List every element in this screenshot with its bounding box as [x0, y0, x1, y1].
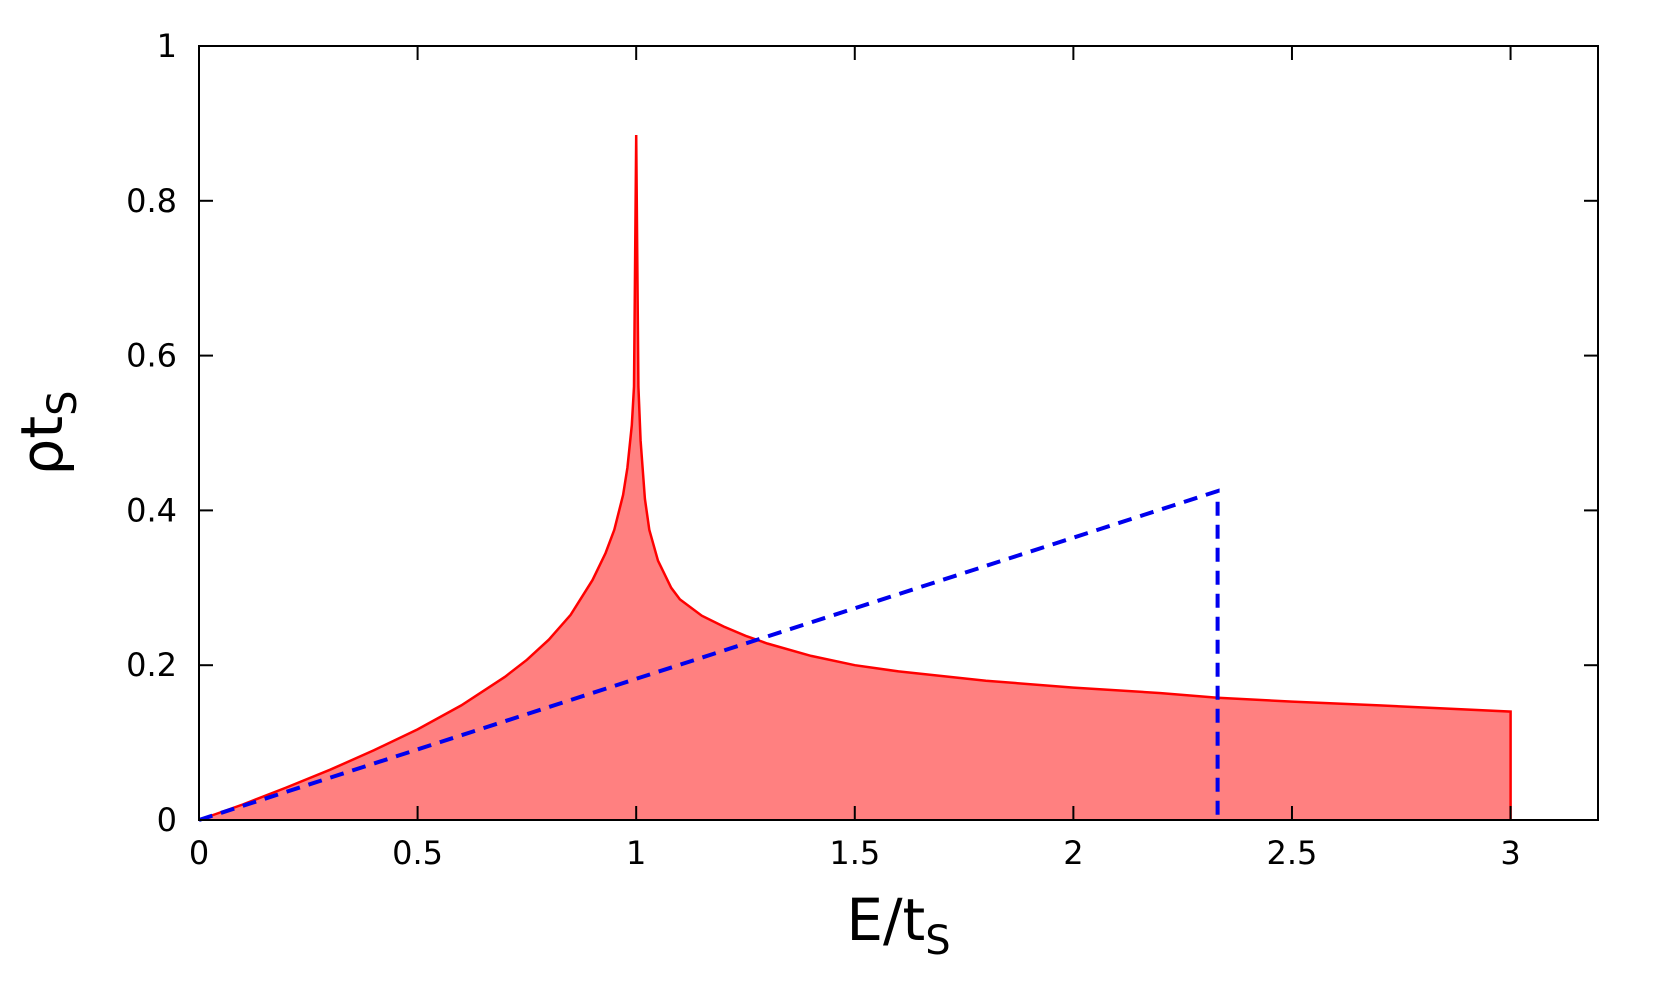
y-tick-label: 0.6: [126, 337, 177, 375]
x-axis-label-sub: S: [925, 918, 950, 964]
x-tick-label: 0.5: [392, 834, 443, 872]
y-tick-label: 0.8: [126, 182, 177, 220]
x-tick-label: 2.5: [1267, 834, 1318, 872]
series-1-dashed-line: [198, 488, 1220, 822]
series-layer: [198, 134, 1512, 822]
y-tick-label: 1: [157, 27, 177, 65]
y-tick-label: 0.2: [126, 646, 177, 684]
x-tick-label: 1: [626, 834, 646, 872]
y-axis-label-sub: S: [40, 391, 86, 416]
y-axis-label-main: ρt: [8, 416, 76, 476]
x-tick-label: 2: [1063, 834, 1083, 872]
series-0-area: [199, 135, 1511, 820]
y-tick-label: 0: [157, 801, 177, 839]
x-tick-label: 1.5: [829, 834, 880, 872]
x-tick-label: 3: [1500, 834, 1520, 872]
label-layer: 0 0.5 1 1.5 2 2.5 3 0 0.2 0.4 0.6 0.8 1: [126, 27, 1521, 872]
tick-layer: [198, 45, 1598, 821]
x-tick-label: 0: [189, 834, 209, 872]
x-axis-label-main: E/t: [846, 886, 925, 954]
series-0-line: [198, 134, 1512, 822]
x-axis-label: E/tS: [846, 886, 950, 964]
y-tick-label: 0.4: [126, 491, 177, 529]
y-axis-label: ρtS: [8, 391, 86, 476]
plot-frame: [198, 45, 1599, 821]
